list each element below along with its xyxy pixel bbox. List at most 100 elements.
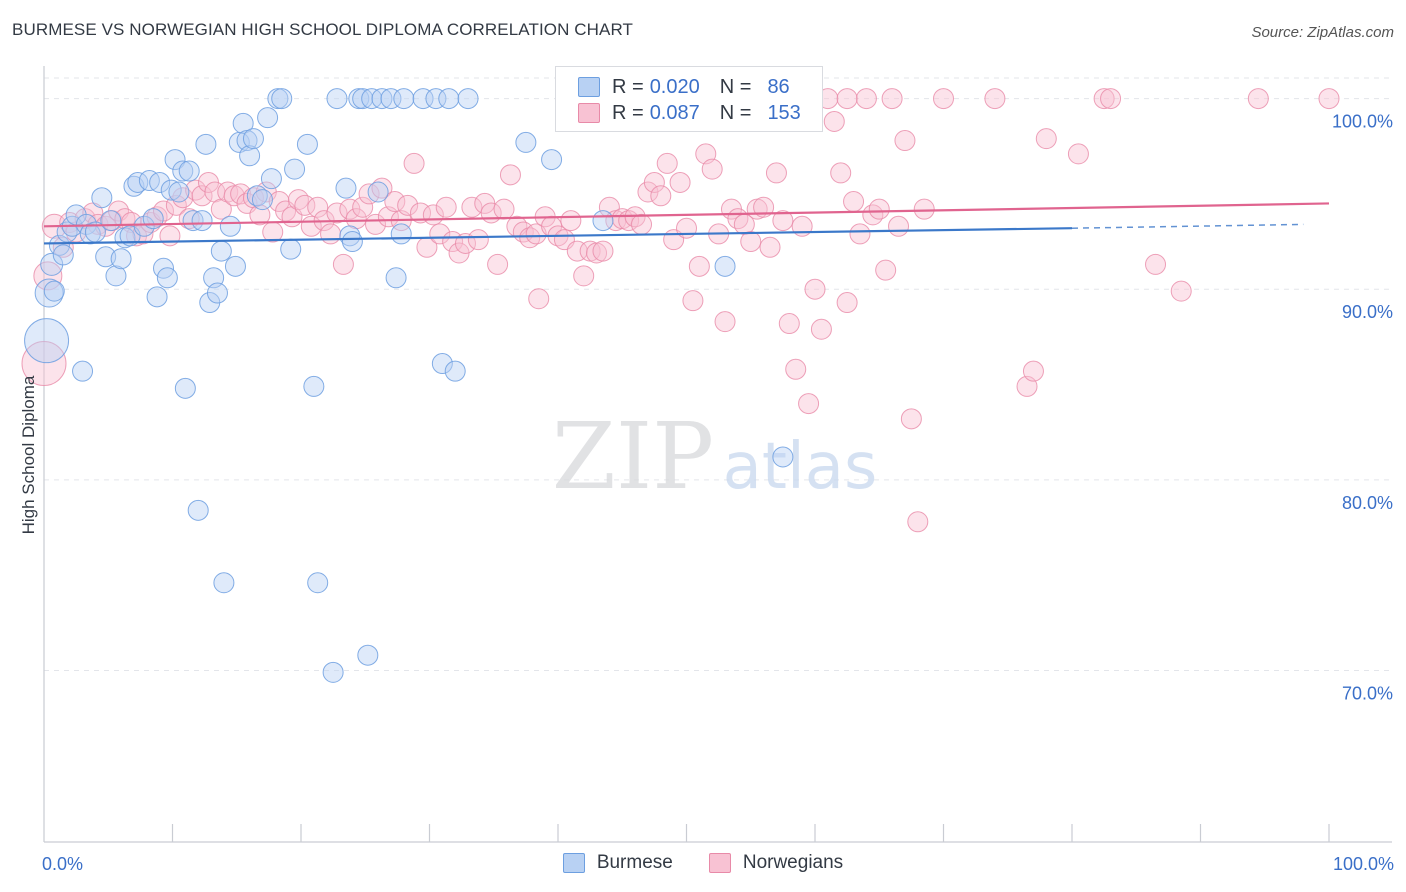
burmese-point (251, 189, 273, 211)
burmese-point (380, 88, 402, 110)
norwegian-point (810, 318, 832, 340)
norwegian-point (172, 187, 194, 209)
burmese-point (172, 160, 194, 182)
chart-source: Source: ZipAtlas.com (1251, 24, 1394, 41)
burmese-point (52, 244, 74, 266)
norwegian-point (525, 223, 547, 245)
burmese-point (224, 255, 246, 277)
burmese-point (341, 231, 363, 253)
y-axis-title: High School Diploma (19, 375, 38, 534)
legend-swatch-norwegian (578, 103, 600, 123)
burmese-point (191, 210, 213, 232)
legend-r-value: 0.020 (649, 75, 700, 98)
norwegian-point (249, 204, 271, 226)
norwegian-point (900, 408, 922, 430)
burmese-point (164, 149, 186, 171)
norwegian-point (881, 88, 903, 110)
burmese-point (592, 210, 614, 232)
norwegian-point (397, 194, 419, 216)
norwegian-point (836, 88, 858, 110)
norwegian-point (566, 240, 588, 262)
legend-r-label: R = (612, 101, 644, 124)
burmese-point (210, 240, 232, 262)
norwegian-point (487, 253, 509, 275)
norwegian-point (888, 215, 910, 237)
burmese-point (187, 499, 209, 521)
burmese-point (133, 215, 155, 237)
legend-row-norwegian: R = 0.087 N = 153 (578, 100, 801, 126)
chart-title: BURMESE VS NORWEGIAN HIGH SCHOOL DIPLOMA… (12, 20, 634, 39)
norwegian-point (753, 196, 775, 218)
norwegian-point (933, 88, 954, 110)
norwegian-point (804, 278, 826, 300)
y-tick-label: 80.0% (1342, 493, 1393, 513)
axes-layer (43, 66, 1392, 843)
burmese-point (34, 278, 64, 308)
legend-name-burmese: Burmese (596, 852, 673, 873)
burmese-point (457, 88, 479, 110)
series-legend: Burmese Norwegians (0, 852, 1406, 874)
norwegian-point (573, 265, 595, 287)
norwegian-point (868, 198, 890, 220)
norwegian-point (352, 196, 374, 218)
burmese-point (280, 238, 302, 260)
norwegian-points (21, 88, 1340, 533)
burmese-point (431, 353, 453, 375)
burmese-point (385, 267, 407, 289)
burmese-point (168, 181, 190, 203)
norwegian-point (913, 198, 935, 220)
norwegian-point (332, 253, 354, 275)
norwegian-point (185, 179, 207, 201)
burmese-point (110, 248, 132, 270)
norwegian-point (1145, 253, 1167, 275)
burmese-point (257, 107, 279, 129)
trend-lines (43, 202, 1330, 245)
burmese-point (412, 88, 434, 110)
burmese-point (260, 168, 282, 190)
norwegian-point (191, 185, 213, 207)
legend-item-burmese[interactable]: Burmese (562, 852, 673, 874)
burmese-point (444, 360, 466, 382)
legend-item-norwegian[interactable]: Norwegians (708, 852, 843, 874)
norwegian-point (643, 171, 665, 193)
norwegian-point (159, 225, 181, 247)
burmese-point (425, 88, 447, 110)
norwegian-point (785, 358, 807, 380)
norwegian-point (429, 223, 451, 245)
y-tick-label: 90.0% (1342, 302, 1393, 322)
burmese-point (271, 88, 293, 110)
burmese-trend-extension (1071, 223, 1304, 229)
norwegian-point (467, 229, 489, 251)
burmese-point (390, 223, 412, 245)
norwegian-point (33, 261, 63, 291)
burmese-point (149, 171, 171, 193)
watermark-atlas: atlas (723, 430, 878, 504)
norwegian-point (384, 191, 406, 213)
norwegian-point (153, 200, 175, 222)
norwegian-point (371, 177, 393, 199)
norwegian-point (1067, 143, 1089, 165)
burmese-point (182, 210, 204, 232)
burmese-trend-line (43, 227, 1073, 245)
burmese-point (357, 644, 379, 666)
norwegian-point (499, 164, 521, 186)
norwegian-point (560, 210, 582, 232)
stats-legend: R = 0.020 N = 86 R = 0.087 N = 153 (555, 66, 823, 132)
legend-n-label: N = (719, 101, 752, 124)
norwegian-point (435, 196, 457, 218)
norwegian-point (403, 152, 425, 174)
legend-swatch-burmese (562, 853, 585, 873)
burmese-point (100, 210, 122, 232)
norwegian-point (1318, 88, 1340, 110)
norwegian-point (21, 341, 67, 387)
legend-r-label: R = (612, 75, 644, 98)
burmese-point (393, 88, 415, 110)
norwegian-point (778, 313, 800, 335)
norwegian-point (1022, 360, 1044, 382)
norwegian-point (714, 311, 736, 333)
burmese-point (284, 158, 306, 180)
norwegian-point (862, 204, 884, 226)
norwegian-point (688, 255, 710, 277)
norwegian-point (823, 110, 845, 132)
